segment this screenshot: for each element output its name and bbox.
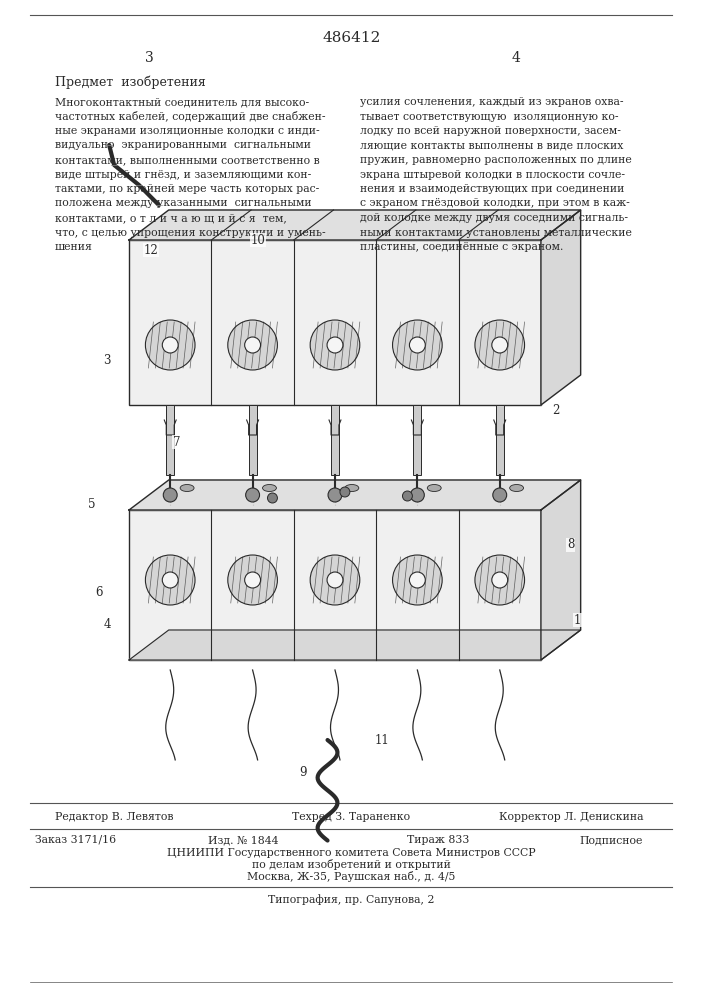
Text: Редактор В. Левятов: Редактор В. Левятов [54,812,173,822]
Polygon shape [541,480,580,660]
Circle shape [146,320,195,370]
Circle shape [267,493,277,503]
Bar [496,405,503,475]
Ellipse shape [427,485,441,491]
Text: 4: 4 [512,51,520,65]
Circle shape [340,487,350,497]
Text: нения и взаимодействующих при соединении: нения и взаимодействующих при соединении [361,184,625,194]
Text: 3: 3 [144,51,153,65]
Circle shape [392,555,442,605]
Circle shape [228,555,277,605]
Text: по делам изобретений и открытий: по делам изобретений и открытий [252,859,451,870]
Circle shape [409,337,426,353]
Ellipse shape [180,485,194,491]
Bar [129,240,541,405]
Text: Техред З. Тараненко: Техред З. Тараненко [292,812,411,822]
Text: пружин, равномерно расположенных по длине: пружин, равномерно расположенных по длин… [361,155,632,165]
Text: видуально  экранированными  сигнальными: видуально экранированными сигнальными [54,140,310,150]
Text: что, с целью упрощения конструкции и умень-: что, с целью упрощения конструкции и уме… [54,228,325,237]
Circle shape [327,337,343,353]
Circle shape [245,488,259,502]
Circle shape [475,320,525,370]
Bar [166,405,174,475]
Circle shape [492,572,508,588]
Text: 486412: 486412 [322,31,380,45]
Text: 5: 5 [88,498,95,512]
Circle shape [310,320,360,370]
Text: дой колодке между двумя соседними сигналь-: дой колодке между двумя соседними сигнал… [361,213,629,223]
Text: пластины, соединённые с экраном.: пластины, соединённые с экраном. [361,242,563,252]
Text: Тираж 833: Тираж 833 [407,835,469,845]
Text: тывает соответствующую  изоляционную ко-: тывает соответствующую изоляционную ко- [361,111,619,121]
Circle shape [402,491,412,501]
Text: виде штырей и гнёзд, и заземляющими кон-: виде штырей и гнёзд, и заземляющими кон- [54,169,311,180]
Polygon shape [541,210,580,405]
Circle shape [392,320,442,370]
Ellipse shape [510,485,524,491]
Text: 3: 3 [103,354,111,366]
Text: 12: 12 [144,243,158,256]
Text: 7: 7 [173,436,180,448]
Bar [129,510,541,660]
Circle shape [475,555,525,605]
Text: 4: 4 [103,618,111,632]
Text: тактами, по крайней мере часть которых рас-: тактами, по крайней мере часть которых р… [54,184,319,194]
Text: 8: 8 [567,538,574,552]
Bar [249,405,257,475]
Ellipse shape [345,485,359,491]
Text: Корректор Л. Денискина: Корректор Л. Денискина [498,812,643,822]
Circle shape [228,320,277,370]
Circle shape [411,488,424,502]
Circle shape [146,555,195,605]
Text: 6: 6 [95,585,103,598]
Text: 1: 1 [574,613,581,626]
Text: положена между указанными  сигнальными: положена между указанными сигнальными [54,198,311,209]
Text: Типография, пр. Сапунова, 2: Типография, пр. Сапунова, 2 [268,895,435,905]
Text: ляющие контакты выполнены в виде плоских: ляющие контакты выполнены в виде плоских [361,140,624,150]
Text: Многоконтактный соединитель для высоко-: Многоконтактный соединитель для высоко- [54,97,309,107]
Text: шения: шения [54,242,93,252]
Text: частотных кабелей, содержащий две снабжен-: частотных кабелей, содержащий две снабже… [54,111,325,122]
Bar [414,405,421,475]
Text: 11: 11 [375,734,390,746]
Polygon shape [129,210,580,240]
Polygon shape [129,630,580,660]
Text: 10: 10 [250,233,266,246]
Text: 9: 9 [299,766,306,778]
Circle shape [409,572,426,588]
Text: ные экранами изоляционные колодки с инди-: ные экранами изоляционные колодки с инди… [54,126,320,136]
Text: Предмет  изобретения: Предмет изобретения [54,75,205,89]
Text: 2: 2 [552,403,559,416]
Circle shape [327,572,343,588]
Text: Подписное: Подписное [580,835,643,845]
Text: ЦНИИПИ Государственного комитета Совета Министров СССР: ЦНИИПИ Государственного комитета Совета … [167,848,536,858]
Text: Заказ 3171/16: Заказ 3171/16 [35,835,116,845]
Circle shape [163,337,178,353]
Circle shape [492,337,508,353]
Circle shape [163,572,178,588]
Text: контактами, выполненными соответственно в: контактами, выполненными соответственно … [54,155,320,165]
Circle shape [245,572,261,588]
Ellipse shape [262,485,276,491]
Bar [331,405,339,475]
Text: лодку по всей наружной поверхности, засем-: лодку по всей наружной поверхности, засе… [361,126,621,136]
Circle shape [493,488,507,502]
Text: Изд. № 1844: Изд. № 1844 [209,835,279,845]
Polygon shape [129,480,580,510]
Text: с экраном гнёздовой колодки, при этом в каж-: с экраном гнёздовой колодки, при этом в … [361,198,630,209]
Text: ными контактами установлены металлические: ными контактами установлены металлически… [361,228,632,237]
Text: Москва, Ж-35, Раушская наб., д. 4/5: Москва, Ж-35, Раушская наб., д. 4/5 [247,871,455,882]
Text: усилия сочленения, каждый из экранов охва-: усилия сочленения, каждый из экранов охв… [361,97,624,107]
Circle shape [310,555,360,605]
Text: экрана штыревой колодки в плоскости сочле-: экрана штыревой колодки в плоскости сочл… [361,169,625,180]
Circle shape [163,488,177,502]
Text: контактами, о т л и ч а ю щ и й с я  тем,: контактами, о т л и ч а ю щ и й с я тем, [54,213,286,223]
Circle shape [328,488,342,502]
Circle shape [245,337,261,353]
